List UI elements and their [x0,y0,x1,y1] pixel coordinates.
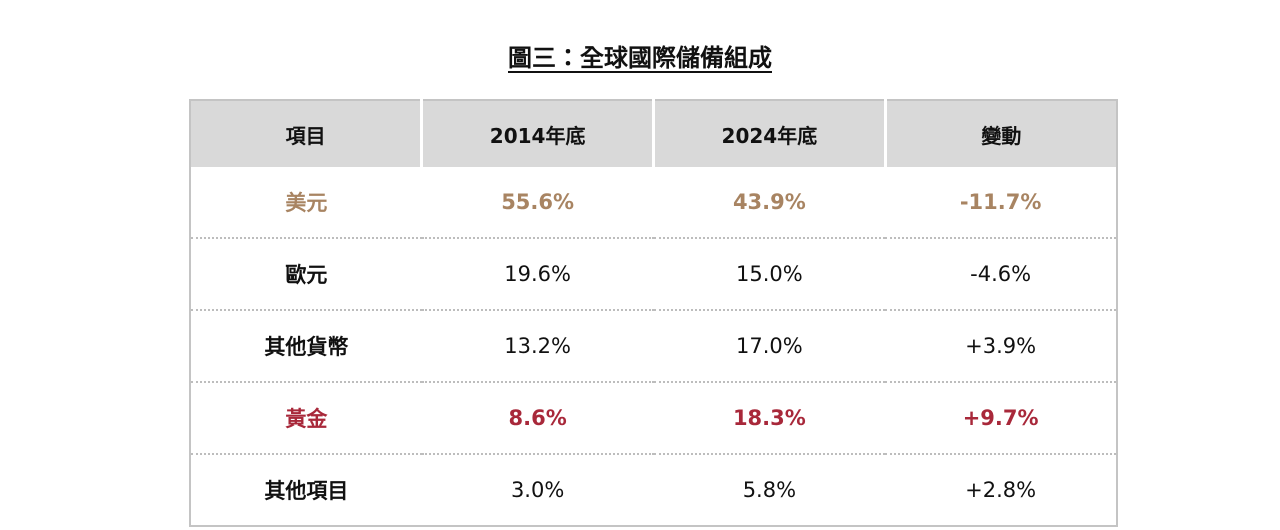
table-row: 其他貨幣 13.2% 17.0% +3.9% [190,309,1117,382]
table-cell: 15.0% [653,237,886,310]
table-cell: 55.6% [501,190,575,214]
table-row: 美元 55.6% 43.9% -11.7% [190,167,1117,238]
table-cell: +3.9% [885,309,1117,382]
table-cell: 43.9% [732,190,806,214]
table-row: 歐元 19.6% 15.0% -4.6% [190,237,1117,310]
reserve-table: 項目 2014年底 2024年底 變動 美元 55.6% 43.9% -11.7% 歐元 19.… [189,99,1118,527]
title: 圖三：全球國際儲備組成 [508,44,772,72]
table-cell: +2.8% [885,453,1117,526]
table-cell: 5.8% [653,453,886,526]
table-header: 項目 2014年底 2024年底 變動 [190,100,1117,167]
header-cell: 2014年底 [420,100,654,167]
row-label: 黃金 [190,381,422,454]
header-row: 項目 2014年底 2024年底 變動 [190,100,1117,167]
table-cell: +9.7% [885,381,1117,454]
header-cell: 變動 [883,100,1117,167]
table-cell: 17.0% [653,309,886,382]
table-cell: 13.2% [421,309,654,382]
table-cell: -4.6% [885,237,1117,310]
table-cell: 3.0% [421,453,654,526]
row-label: 其他項目 [190,453,422,526]
table-cell: 8.6% [421,381,654,454]
row-label: 歐元 [190,237,422,310]
table-cell: -11.7% [959,190,1042,214]
table-row: 黃金 8.6% 18.3% +9.7% [190,381,1117,454]
table-cell: 19.6% [421,237,654,310]
header-cell: 項目 [190,100,422,167]
table-body: 美元 55.6% 43.9% -11.7% 歐元 19.6% 15.0% -4.6% 其他貨幣 1… [190,167,1117,526]
header-cell: 2024年底 [652,100,886,167]
row-label: 美元 [285,191,328,215]
table-cell: 18.3% [653,381,886,454]
table-row: 其他項目 3.0% 5.8% +2.8% [190,453,1117,526]
row-label: 其他貨幣 [190,309,422,382]
